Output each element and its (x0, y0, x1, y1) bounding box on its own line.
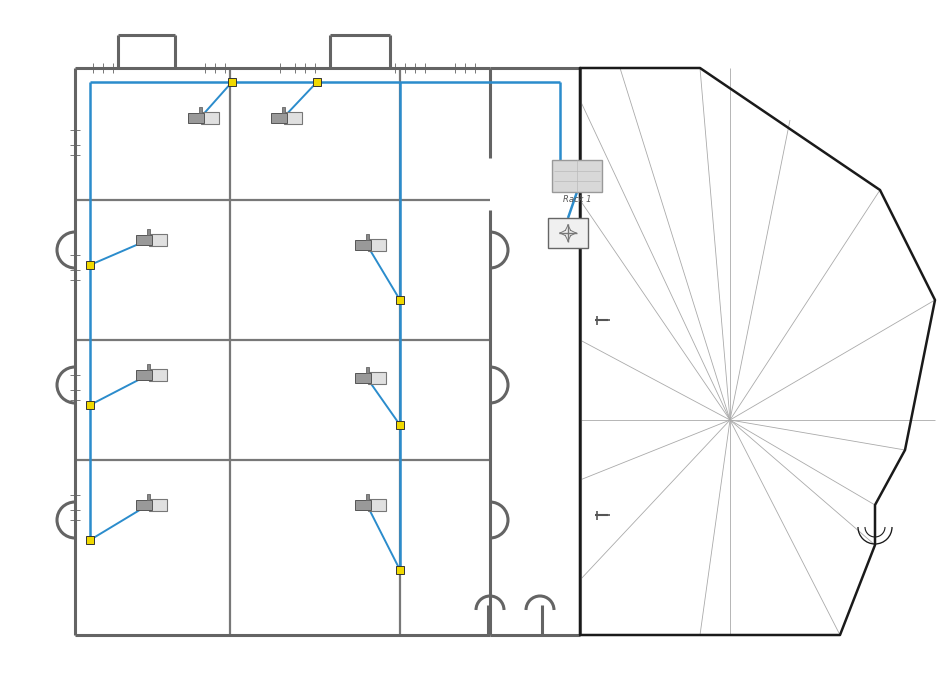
Bar (136, 235, 152, 245)
Bar (86, 536, 94, 544)
Bar (552, 160, 602, 192)
Bar (149, 369, 167, 381)
Bar (284, 112, 302, 124)
Bar (228, 78, 236, 86)
Bar (313, 78, 321, 86)
Bar (201, 112, 219, 124)
Bar (366, 367, 369, 373)
Bar (86, 261, 94, 269)
Bar (199, 107, 202, 113)
Bar (147, 229, 150, 235)
Bar (147, 494, 150, 500)
Bar (136, 370, 152, 380)
Bar (271, 113, 287, 123)
Bar (368, 499, 386, 511)
Bar (396, 566, 404, 574)
Bar (355, 500, 371, 510)
Bar (355, 240, 371, 250)
Bar (188, 113, 204, 123)
Bar (396, 421, 404, 429)
Bar (396, 296, 404, 304)
Bar (282, 107, 285, 113)
Bar (368, 239, 386, 251)
Bar (86, 401, 94, 409)
Bar (366, 234, 369, 240)
Bar (355, 373, 371, 383)
Bar (136, 500, 152, 510)
Bar (366, 494, 369, 500)
Bar (149, 234, 167, 246)
Bar (548, 218, 588, 248)
Text: Rack 1: Rack 1 (563, 195, 591, 204)
Bar (147, 364, 150, 370)
Bar (149, 499, 167, 511)
Bar (368, 372, 386, 384)
